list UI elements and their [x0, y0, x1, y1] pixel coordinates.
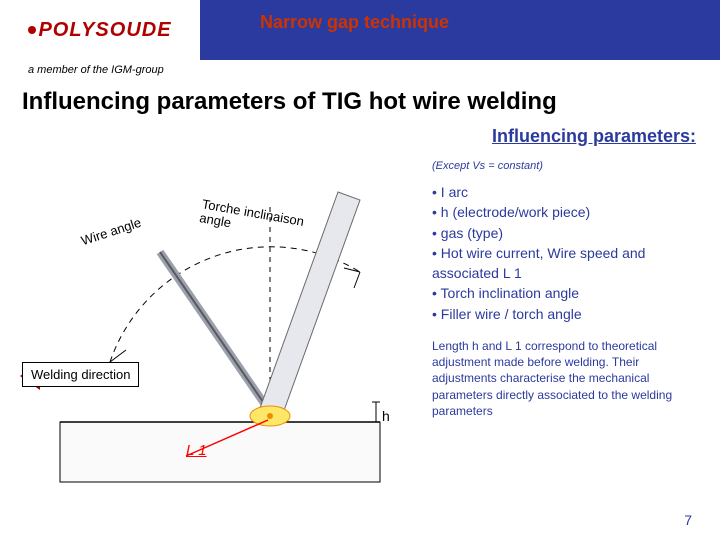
bullet-item: gas (type)	[432, 223, 702, 243]
bullet-item: Torch inclination angle	[432, 283, 702, 303]
bullet-item: Hot wire current, Wire speed and associa…	[432, 243, 702, 284]
diagram-area: Welding direction Wire angle Torche incl…	[20, 162, 420, 502]
brand-logo: POLYSOUDE	[0, 0, 200, 60]
main-title: Influencing parameters of TIG hot wire w…	[0, 82, 720, 122]
header-title: Narrow gap technique	[260, 12, 449, 33]
page-number: 7	[684, 512, 692, 528]
slide-body: Influencing parameters of TIG hot wire w…	[0, 82, 720, 122]
bullet-item: I arc	[432, 182, 702, 202]
brand-name: POLYSOUDE	[38, 19, 171, 41]
bullet-list: I arc h (electrode/work piece) gas (type…	[432, 182, 702, 324]
bullet-item: h (electrode/work piece)	[432, 202, 702, 222]
arc-arrow-r2	[354, 272, 360, 288]
arc-arrow-l	[110, 350, 126, 362]
workpiece	[60, 422, 380, 482]
bullet-item: Filler wire / torch angle	[432, 304, 702, 324]
footnote: Length h and L 1 correspond to theoretic…	[432, 338, 702, 419]
right-column: (Except Vs = constant) I arc h (electrod…	[432, 160, 702, 419]
arc-spot	[267, 413, 273, 419]
brand-text: POLYSOUDE	[28, 19, 171, 42]
member-line: a member of the IGM-group	[24, 62, 168, 78]
l1-label: L 1	[186, 442, 207, 459]
top-bar: POLYSOUDE Narrow gap technique	[0, 0, 720, 60]
filler-wire-core	[160, 252, 270, 412]
subheading: Influencing parameters:	[492, 126, 696, 147]
except-note: (Except Vs = constant)	[432, 160, 702, 172]
h-label: h	[382, 408, 390, 424]
welding-direction-label: Welding direction	[22, 362, 139, 387]
